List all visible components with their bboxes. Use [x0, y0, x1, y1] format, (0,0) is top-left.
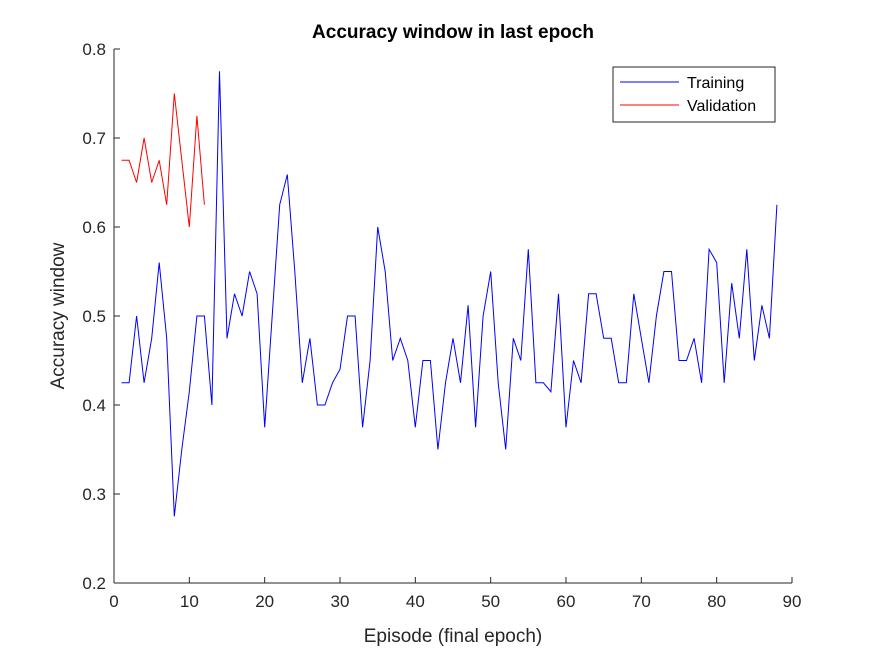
y-tick-label: 0.2: [82, 574, 106, 593]
ticks-layer: 0 10 20 30 40 50 60 70 80 90 0.2 0.3 0.4 0.5 0.6 0.7 0.8: [82, 40, 801, 611]
y-tick-label: 0.5: [82, 307, 106, 326]
x-axis-label: Episode (final epoch): [364, 626, 543, 647]
y-tick-label: 0.4: [82, 396, 106, 415]
chart-title: Accuracy window in last epoch: [312, 22, 594, 43]
legend: Training Validation: [612, 66, 776, 123]
plot-background: [114, 49, 792, 583]
x-tick-label: 80: [707, 592, 726, 611]
y-tick-label: 0.7: [82, 129, 106, 148]
y-tick-label: 0.8: [82, 40, 106, 59]
y-tick-label: 0.6: [82, 218, 106, 237]
x-tick-label: 30: [331, 592, 350, 611]
series-line-training: [121, 71, 778, 517]
x-tick-label: 70: [632, 592, 651, 611]
x-tick-label: 20: [255, 592, 274, 611]
x-tick-label: 90: [783, 592, 802, 611]
legend-label-validation: Validation: [687, 98, 756, 115]
series-layer: [121, 71, 778, 517]
series-line-validation: [121, 93, 205, 228]
legend-box: [612, 66, 776, 123]
x-tick-label: 60: [557, 592, 576, 611]
y-tick-label: 0.3: [82, 485, 106, 504]
x-tick-label: 50: [481, 592, 500, 611]
y-axis-label: Accuracy window: [48, 242, 69, 389]
x-tick-label: 40: [406, 592, 425, 611]
legend-label-training: Training: [687, 75, 744, 92]
x-tick-label: 10: [180, 592, 199, 611]
x-tick-label: 0: [109, 592, 118, 611]
